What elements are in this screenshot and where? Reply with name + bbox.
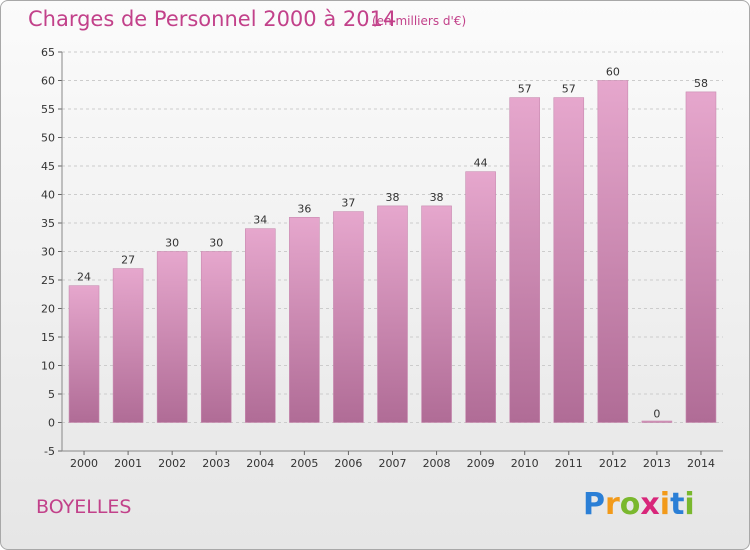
y-tick-label: 10 [41,360,55,373]
logo-letter: P [583,487,605,522]
x-tick-label: 2007 [379,457,407,470]
bar-2005 [289,217,320,423]
data-label-2008: 38 [430,191,444,204]
data-label-2011: 57 [562,83,576,96]
y-tick-label: 50 [41,132,55,145]
logo-letter: i [659,487,671,522]
y-tick-label: 65 [41,46,55,59]
y-tick-label: 5 [48,388,55,401]
bars [68,80,717,423]
bar-2009 [465,171,496,423]
x-tick-label: 2002 [158,457,186,470]
y-tick-label: 35 [41,217,55,230]
proxiti-logo: Proxiti [583,487,695,522]
data-label-2006: 37 [341,197,355,210]
x-tick-label: 2011 [555,457,583,470]
y-tick-label: 45 [41,160,55,173]
y-tick-label: -5 [44,445,55,458]
y-tick-label: 40 [41,189,55,202]
x-tick-label: 2012 [599,457,627,470]
bar-2013 [641,420,673,423]
bar-2004 [245,228,276,423]
bar-2007 [377,205,408,423]
data-labels: 24 27 30 30 34 36 37 38 38 44 57 57 60 0 58 [77,66,708,421]
data-label-2007: 38 [386,191,400,204]
data-label-2009: 44 [474,157,488,170]
data-label-2001: 27 [121,254,135,267]
y-tick-label: 55 [41,103,55,116]
data-label-2005: 36 [297,202,311,215]
data-label-2014: 58 [694,77,708,90]
logo-letter: x [640,487,660,522]
bar-2010 [509,97,540,423]
bar-2002 [156,251,188,423]
bar-2011 [553,97,585,423]
data-label-2002: 30 [165,237,179,250]
bar-2014 [685,91,717,423]
y-tick-label: 15 [41,331,55,344]
data-label-2000: 24 [77,271,91,284]
data-label-2013: 0 [653,408,660,421]
location-label: BOYELLES [36,496,132,518]
bar-2006 [333,211,364,423]
x-tick-label: 2004 [246,457,274,470]
data-label-2004: 34 [253,214,267,227]
bar-2001 [112,268,144,423]
logo-letter: t [670,487,685,522]
logo-letter: o [619,487,641,522]
x-tick-label: 2014 [687,457,715,470]
x-tick-label: 2013 [643,457,671,470]
bar-2012 [597,80,629,423]
logo-letter: r [605,487,620,522]
data-label-2012: 60 [606,66,620,79]
y-tick-label: 60 [41,75,55,88]
chart-title: Charges de Personnel 2000 à 2014 [28,7,397,31]
x-tick-label: 2008 [423,457,451,470]
y-tick-label: 30 [41,246,55,259]
bar-2008 [421,205,452,423]
x-tick-label: 2003 [202,457,230,470]
logo-letter: i [684,487,695,522]
x-tick-label: 2006 [334,457,362,470]
bar-2000 [68,285,100,423]
x-tick-label: 2005 [290,457,318,470]
chart-subtitle: (en milliers d'€) [372,14,467,28]
data-label-2010: 57 [518,83,532,96]
bar-2003 [200,251,232,423]
x-tick-label: 2010 [511,457,539,470]
data-label-2003: 30 [209,237,223,250]
x-tick-label: 2000 [70,457,98,470]
axes: -5 0 5 10 15 20 25 30 35 40 45 50 55 60 65 2000 2001 2002… [41,46,723,470]
x-tick-label: 2001 [114,457,142,470]
y-tick-label: 20 [41,303,55,316]
y-tick-label: 25 [41,274,55,287]
x-tick-label: 2009 [467,457,495,470]
y-tick-label: 0 [48,417,55,430]
